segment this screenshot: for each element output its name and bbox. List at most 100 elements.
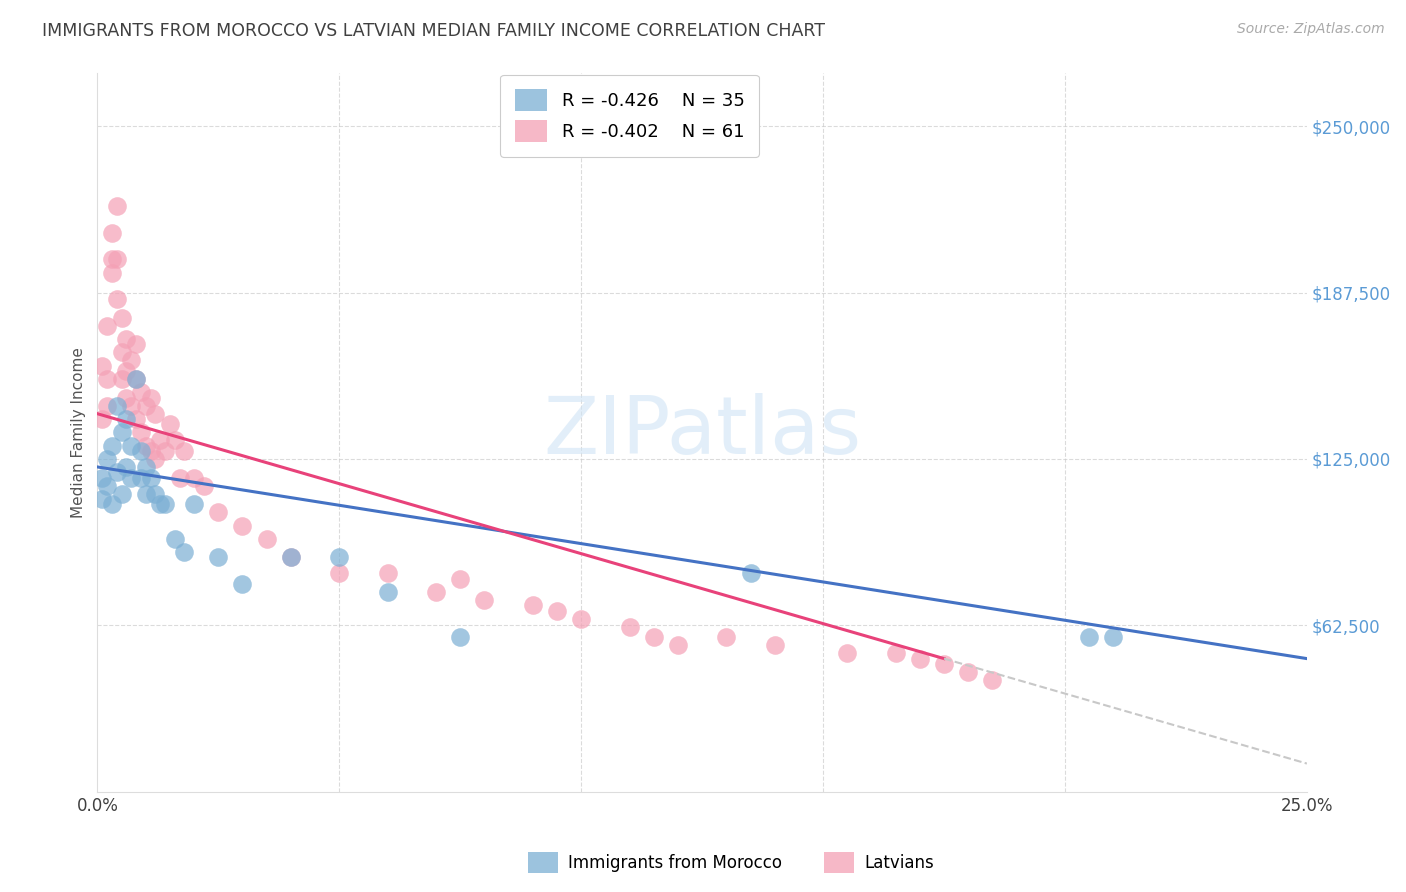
Point bbox=[569, 612, 592, 626]
Point bbox=[96, 399, 118, 413]
Point bbox=[716, 630, 738, 644]
Point bbox=[115, 364, 138, 378]
Legend: R = -0.426    N = 35, R = -0.402    N = 61: R = -0.426 N = 35, R = -0.402 N = 61 bbox=[501, 75, 759, 157]
Point bbox=[139, 444, 162, 458]
Point bbox=[129, 385, 152, 400]
Point bbox=[153, 497, 176, 511]
Point bbox=[666, 638, 689, 652]
Point bbox=[183, 497, 205, 511]
Point bbox=[169, 470, 191, 484]
Point bbox=[115, 391, 138, 405]
Point bbox=[120, 470, 142, 484]
Point bbox=[105, 292, 128, 306]
Point bbox=[101, 497, 124, 511]
Point bbox=[1102, 630, 1125, 644]
Point bbox=[105, 465, 128, 479]
Point bbox=[101, 266, 124, 280]
Point bbox=[125, 372, 148, 386]
Point bbox=[125, 337, 148, 351]
Point bbox=[139, 470, 162, 484]
Point bbox=[546, 604, 568, 618]
Point bbox=[120, 439, 142, 453]
Point bbox=[425, 585, 447, 599]
Point bbox=[522, 599, 544, 613]
Point bbox=[96, 372, 118, 386]
Point bbox=[135, 459, 157, 474]
Point bbox=[135, 439, 157, 453]
Point bbox=[619, 620, 641, 634]
Point bbox=[110, 310, 132, 325]
Point bbox=[280, 550, 302, 565]
Point bbox=[981, 673, 1004, 687]
Point bbox=[115, 412, 138, 426]
Point bbox=[129, 444, 152, 458]
Point bbox=[101, 226, 124, 240]
Point bbox=[145, 486, 167, 500]
Point bbox=[115, 332, 138, 346]
Point bbox=[110, 486, 132, 500]
Point bbox=[145, 452, 167, 467]
Point bbox=[120, 399, 142, 413]
Point bbox=[163, 434, 186, 448]
Point bbox=[377, 566, 399, 581]
Y-axis label: Median Family Income: Median Family Income bbox=[72, 347, 86, 517]
Point bbox=[91, 491, 114, 506]
Point bbox=[96, 478, 118, 492]
Point bbox=[256, 532, 278, 546]
Point bbox=[159, 417, 181, 432]
Point bbox=[173, 545, 195, 559]
Point bbox=[328, 566, 350, 581]
Point bbox=[129, 425, 152, 440]
Point bbox=[173, 444, 195, 458]
Point bbox=[120, 353, 142, 368]
Point bbox=[474, 593, 496, 607]
Point bbox=[91, 412, 114, 426]
Point bbox=[149, 434, 172, 448]
Point bbox=[139, 391, 162, 405]
Point bbox=[280, 550, 302, 565]
Legend: Immigrants from Morocco, Latvians: Immigrants from Morocco, Latvians bbox=[522, 846, 941, 880]
Point bbox=[135, 399, 157, 413]
Point bbox=[125, 412, 148, 426]
Point bbox=[193, 478, 215, 492]
Point bbox=[145, 407, 167, 421]
Point bbox=[740, 566, 762, 581]
Point bbox=[449, 630, 471, 644]
Point bbox=[105, 399, 128, 413]
Point bbox=[884, 646, 907, 660]
Point bbox=[129, 470, 152, 484]
Text: ZIPatlas: ZIPatlas bbox=[543, 393, 862, 471]
Point bbox=[957, 665, 980, 679]
Point bbox=[932, 657, 955, 671]
Point bbox=[153, 444, 176, 458]
Point bbox=[207, 550, 229, 565]
Text: IMMIGRANTS FROM MOROCCO VS LATVIAN MEDIAN FAMILY INCOME CORRELATION CHART: IMMIGRANTS FROM MOROCCO VS LATVIAN MEDIA… bbox=[42, 22, 825, 40]
Point bbox=[183, 470, 205, 484]
Point bbox=[231, 518, 253, 533]
Point bbox=[1078, 630, 1101, 644]
Point bbox=[328, 550, 350, 565]
Point bbox=[231, 577, 253, 591]
Point bbox=[135, 486, 157, 500]
Point bbox=[449, 572, 471, 586]
Point bbox=[96, 318, 118, 333]
Point bbox=[110, 372, 132, 386]
Point bbox=[207, 505, 229, 519]
Point bbox=[101, 252, 124, 267]
Point bbox=[643, 630, 665, 644]
Point bbox=[96, 452, 118, 467]
Point bbox=[110, 345, 132, 359]
Point bbox=[101, 439, 124, 453]
Point bbox=[908, 651, 931, 665]
Point bbox=[105, 199, 128, 213]
Point bbox=[163, 532, 186, 546]
Text: Source: ZipAtlas.com: Source: ZipAtlas.com bbox=[1237, 22, 1385, 37]
Point bbox=[837, 646, 859, 660]
Point bbox=[91, 470, 114, 484]
Point bbox=[115, 459, 138, 474]
Point bbox=[377, 585, 399, 599]
Point bbox=[105, 252, 128, 267]
Point bbox=[149, 497, 172, 511]
Point bbox=[125, 372, 148, 386]
Point bbox=[110, 425, 132, 440]
